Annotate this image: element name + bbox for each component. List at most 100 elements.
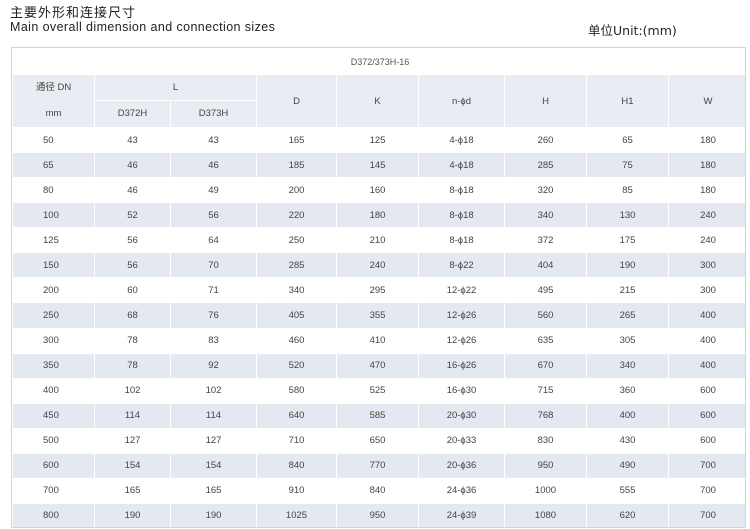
table-row: 200 60 71 340 295 12-ϕ22 495 215 300 (12, 277, 745, 304)
cell-dn: 600 (12, 452, 95, 479)
cell-k: 950 (336, 502, 419, 527)
cell-dn: 65 (12, 152, 95, 179)
table-row: 250 68 76 405 355 12-ϕ26 560 265 400 (12, 302, 745, 329)
cell-k: 180 (336, 202, 419, 229)
cell-h: 830 (504, 427, 587, 454)
cell-h: 768 (504, 402, 587, 429)
table-row: 600 154 154 840 770 20-ϕ36 950 490 700 (12, 452, 745, 479)
cell-dn: 50 (12, 126, 95, 154)
cell-h1: 265 (586, 302, 669, 329)
cell-l-d373h: 49 (170, 177, 257, 204)
col-header-d: D (256, 74, 337, 128)
cell-k: 585 (336, 402, 419, 429)
dimension-table: D372/373H-16 通径 DN mm L D K n-ϕd H H1 W … (12, 48, 745, 527)
cell-w: 240 (667, 202, 745, 229)
cell-n-d: 20-ϕ30 (418, 402, 505, 429)
cell-dn: 200 (12, 277, 95, 304)
cell-h: 372 (504, 227, 587, 254)
cell-k: 240 (336, 252, 419, 279)
cell-d: 710 (256, 427, 337, 454)
cell-l-d372h: 52 (94, 202, 171, 229)
cell-k: 470 (336, 352, 419, 379)
cell-h: 715 (504, 377, 587, 404)
cell-k: 145 (336, 152, 419, 179)
cell-k: 525 (336, 377, 419, 404)
table-row: 450 114 114 640 585 20-ϕ30 768 400 600 (12, 402, 745, 429)
unit-label: 单位Unit:(mm) (588, 23, 677, 38)
cell-l-d372h: 43 (94, 126, 171, 154)
cell-l-d372h: 165 (94, 477, 171, 504)
cell-w: 700 (667, 477, 745, 504)
cell-h: 495 (504, 277, 587, 304)
cell-w: 180 (667, 152, 745, 179)
cell-h1: 75 (586, 152, 669, 179)
cell-h1: 215 (586, 277, 669, 304)
cell-h: 260 (504, 126, 587, 154)
cell-dn: 350 (12, 352, 95, 379)
cell-l-d373h: 70 (170, 252, 257, 279)
dn-header-label: 通径 DN (35, 82, 72, 93)
table-row: 80 46 49 200 160 8-ϕ18 320 85 180 (12, 177, 745, 204)
cell-w: 400 (667, 352, 745, 379)
cell-n-d: 8-ϕ18 (418, 177, 505, 204)
cell-l-d372h: 127 (94, 427, 171, 454)
cell-d: 250 (256, 227, 337, 254)
cell-w: 600 (667, 402, 745, 429)
cell-w: 600 (667, 427, 745, 454)
cell-n-d: 12-ϕ26 (418, 327, 505, 354)
cell-d: 840 (256, 452, 337, 479)
cell-l-d372h: 46 (94, 177, 171, 204)
cell-h1: 175 (586, 227, 669, 254)
cell-h1: 400 (586, 402, 669, 429)
cell-dn: 800 (12, 502, 95, 527)
cell-k: 125 (336, 126, 419, 154)
cell-k: 295 (336, 277, 419, 304)
table-row: 65 46 46 185 145 4-ϕ18 285 75 180 (12, 152, 745, 179)
cell-h: 285 (504, 152, 587, 179)
cell-l-d372h: 154 (94, 452, 171, 479)
l-sub-header-d372h: D372H (94, 99, 171, 129)
cell-d: 405 (256, 302, 337, 329)
cell-w: 700 (667, 452, 745, 479)
cell-l-d372h: 102 (94, 377, 171, 404)
dn-header: 通径 DN mm (12, 74, 95, 128)
cell-h: 340 (504, 202, 587, 229)
cell-n-d: 16-ϕ26 (418, 352, 505, 379)
cell-h1: 130 (586, 202, 669, 229)
table-row: 800 190 190 1025 950 24-ϕ39 1080 620 700 (12, 502, 745, 527)
cell-h: 670 (504, 352, 587, 379)
cell-dn: 150 (12, 252, 95, 279)
cell-k: 160 (336, 177, 419, 204)
table-row: 700 165 165 910 840 24-ϕ36 1000 555 700 (12, 477, 745, 504)
cell-w: 600 (667, 377, 745, 404)
cell-d: 285 (256, 252, 337, 279)
table-body: 50 43 43 165 125 4-ϕ18 260 65 180 65 46 46 185 145 4-ϕ… (12, 126, 745, 527)
cell-h1: 555 (586, 477, 669, 504)
cell-dn: 450 (12, 402, 95, 429)
cell-k: 410 (336, 327, 419, 354)
cell-h: 1080 (504, 502, 587, 527)
cell-l-d373h: 56 (170, 202, 257, 229)
cell-h: 950 (504, 452, 587, 479)
cell-h: 1000 (504, 477, 587, 504)
cell-h1: 340 (586, 352, 669, 379)
cell-l-d372h: 68 (94, 302, 171, 329)
cell-l-d372h: 56 (94, 227, 171, 254)
cell-h1: 85 (586, 177, 669, 204)
l-sub-header-d373h: D373H (170, 99, 257, 129)
cell-n-d: 4-ϕ18 (418, 126, 505, 154)
cell-l-d372h: 78 (94, 327, 171, 354)
cell-n-d: 4-ϕ18 (418, 152, 505, 179)
cell-w: 180 (667, 126, 745, 154)
cell-l-d373h: 92 (170, 352, 257, 379)
cell-d: 520 (256, 352, 337, 379)
cell-w: 700 (667, 502, 745, 527)
cell-h1: 305 (586, 327, 669, 354)
cell-d: 1025 (256, 502, 337, 527)
cell-h1: 360 (586, 377, 669, 404)
col-header-k: K (336, 74, 419, 128)
table-row: 300 78 83 460 410 12-ϕ26 635 305 400 (12, 327, 745, 354)
title-en: Main overall dimension and connection si… (10, 20, 276, 34)
cell-k: 770 (336, 452, 419, 479)
cell-dn: 700 (12, 477, 95, 504)
